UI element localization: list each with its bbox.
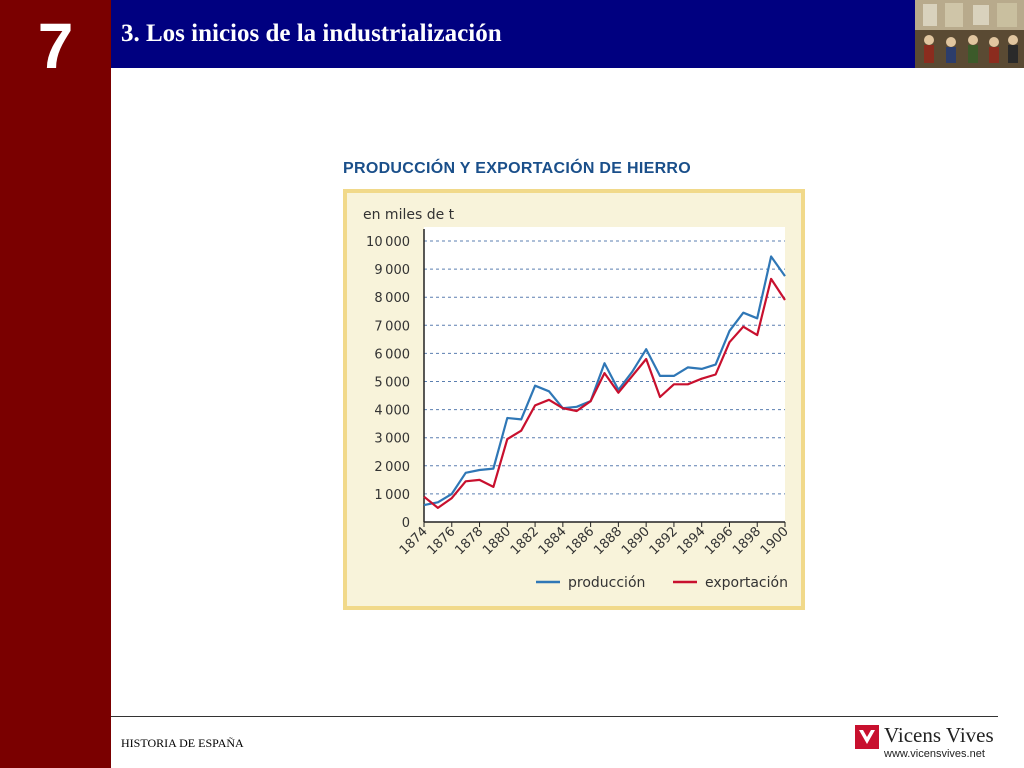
brand-name: Vicens Vives bbox=[884, 723, 994, 747]
y-tick-label: 10 000 bbox=[366, 235, 410, 250]
y-tick-label: 3 000 bbox=[374, 432, 410, 447]
chart-title: PRODUCCIÓN Y EXPORTACIÓN DE HIERRO bbox=[343, 160, 692, 177]
y-tick-label: 8 000 bbox=[374, 291, 410, 306]
chapter-number: 7 bbox=[37, 10, 74, 82]
sidebar: 7 bbox=[0, 0, 111, 768]
historical-painting-icon bbox=[915, 0, 1024, 68]
y-tick-label: 2 000 bbox=[374, 460, 410, 475]
header-illustration bbox=[915, 0, 1024, 68]
chart-canvas: en miles de t 0 1 000 2 000 3 000 4 000 5 000… bbox=[343, 189, 805, 610]
brand-url: www.vicensvives.net bbox=[884, 748, 985, 760]
header-bar bbox=[111, 0, 1024, 68]
y-tick-label: 9 000 bbox=[374, 263, 410, 278]
y-axis-label: en miles de t bbox=[363, 207, 455, 223]
chart-right-border bbox=[801, 189, 805, 610]
chart-bottom-border bbox=[343, 606, 805, 610]
slide-title: 3. Los inicios de la industrialización bbox=[121, 20, 502, 47]
y-tick-label: 1 000 bbox=[374, 488, 410, 503]
legend-label: exportación bbox=[705, 575, 788, 591]
y-tick-label: 5 000 bbox=[374, 376, 410, 391]
iron-chart: en miles de t 0 1 000 2 000 3 000 4 000 5 000… bbox=[343, 189, 805, 610]
y-tick-label: 0 bbox=[402, 516, 410, 531]
chart-top-border bbox=[343, 189, 805, 193]
y-tick-label: 4 000 bbox=[374, 404, 410, 419]
chart-left-border bbox=[343, 189, 347, 610]
vicens-vives-logo-icon bbox=[855, 725, 879, 749]
y-tick-label: 6 000 bbox=[374, 347, 410, 362]
series-line-exportacion bbox=[423, 277, 786, 509]
legend-label: producción bbox=[568, 575, 645, 591]
series-line-produccion bbox=[423, 255, 786, 507]
footer-divider bbox=[111, 716, 998, 717]
y-tick-label: 7 000 bbox=[374, 319, 410, 334]
footer-label: HISTORIA DE ESPAÑA bbox=[121, 736, 244, 750]
